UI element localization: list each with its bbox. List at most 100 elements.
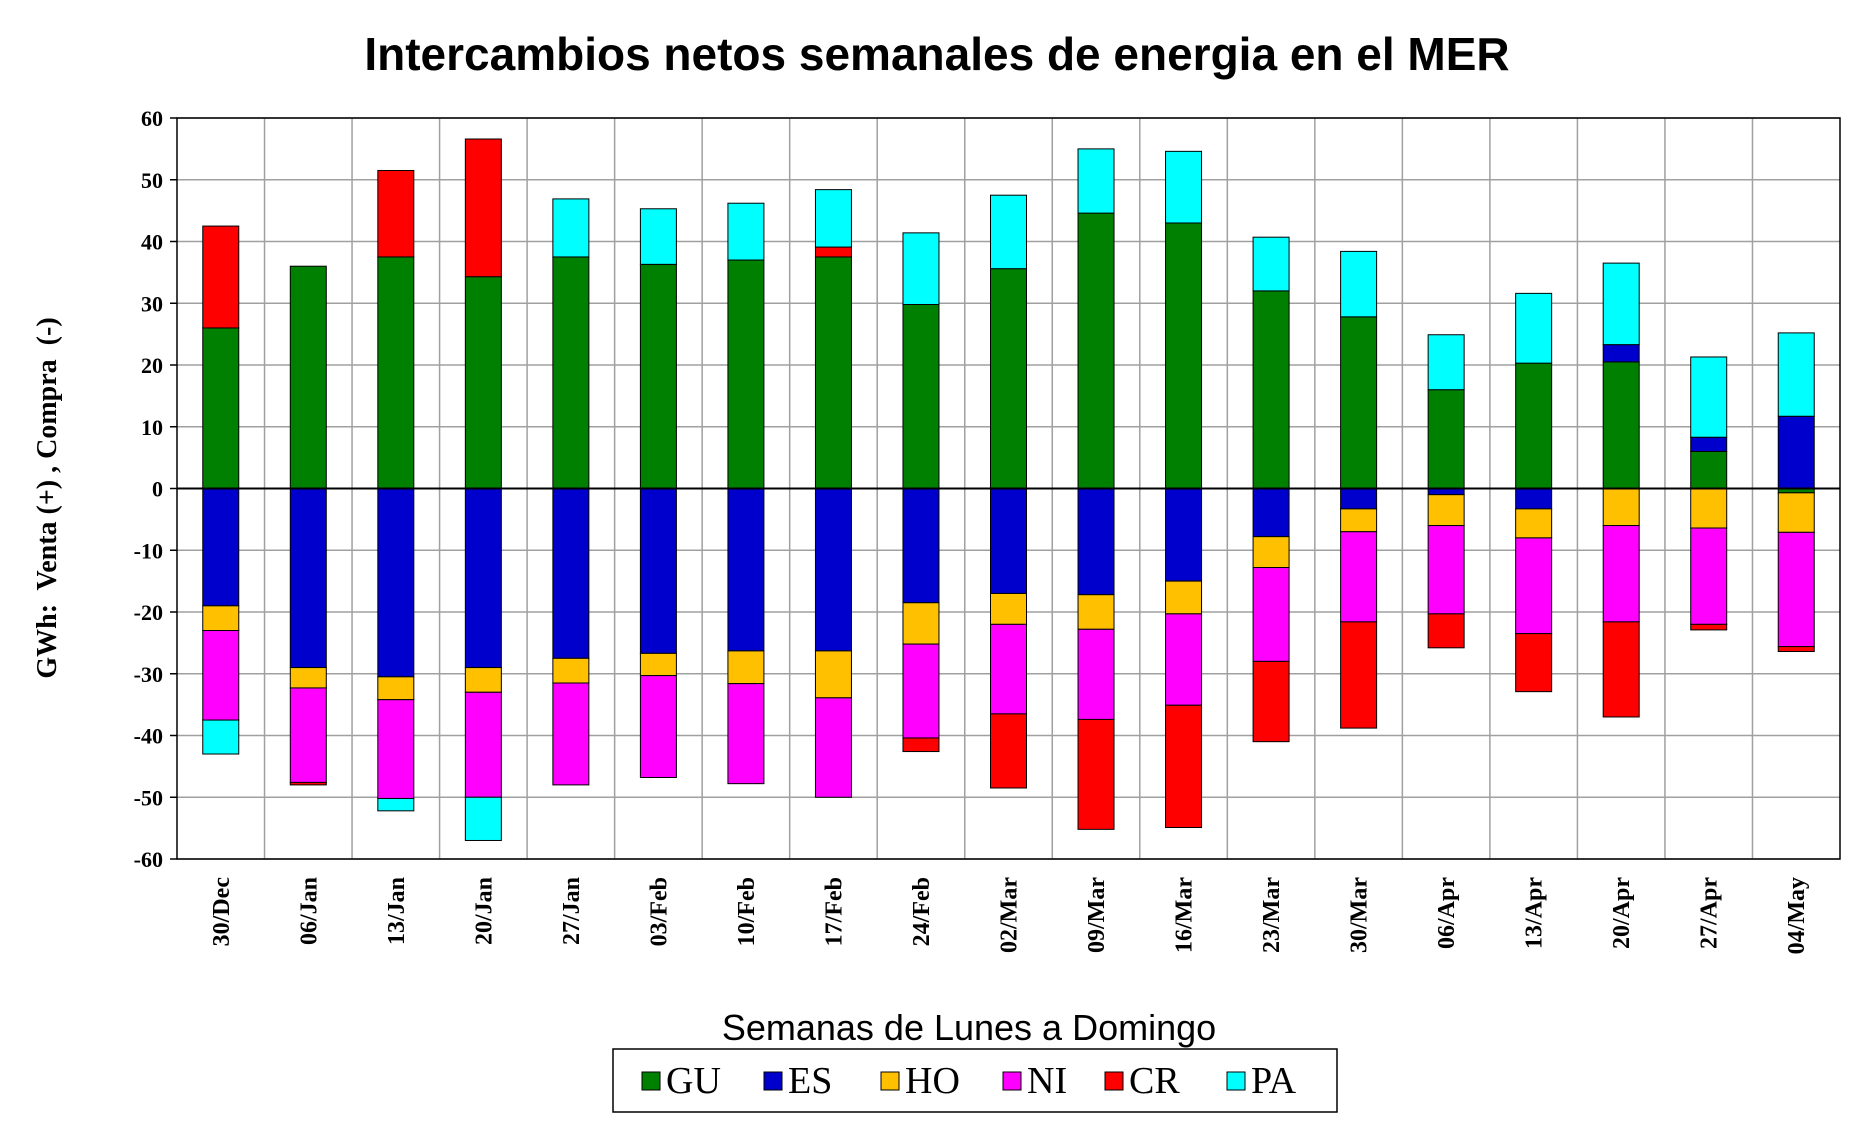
legend-label-gu: GU (666, 1060, 721, 1102)
y-tick-label: 20 (141, 353, 163, 378)
bar-ni-02-mar (990, 623, 1027, 715)
y-tick-label: 30 (141, 291, 163, 316)
bar-es-03-feb (639, 488, 677, 654)
bar-es-24-feb (902, 488, 940, 604)
bar-cr-02-mar (990, 713, 1027, 789)
bar-cr-06-jan (289, 781, 327, 786)
y-tick-label: 40 (141, 230, 163, 255)
y-tick-label: -40 (134, 724, 163, 749)
bar-cr-30-dec (202, 225, 240, 329)
bar-pa-23-mar (1252, 236, 1290, 292)
bar-cr-27-apr (1690, 623, 1728, 631)
bar-es-23-mar (1252, 488, 1290, 538)
bar-ni-04-may (1777, 531, 1815, 648)
x-tick-label: 17/Feb (821, 877, 847, 946)
bar-es-09-mar (1077, 488, 1115, 596)
bar-gu-13-jan (377, 256, 415, 489)
bar-gu-09-mar (1077, 212, 1115, 489)
y-tick-label: -50 (134, 785, 163, 810)
bar-pa-30-mar (1340, 250, 1378, 318)
bar-cr-23-mar (1252, 660, 1290, 743)
bar-cr-13-jan (377, 169, 415, 258)
bar-ho-13-jan (377, 676, 415, 701)
bar-pa-04-may (1777, 332, 1815, 417)
bar-ni-17-feb (814, 697, 852, 798)
bar-pa-30-dec (202, 719, 240, 755)
bar-ni-24-feb (902, 643, 940, 739)
y-tick-label: 10 (141, 415, 163, 440)
bar-ho-06-apr (1427, 494, 1465, 527)
bar-pa-02-mar (990, 194, 1027, 270)
bar-pa-20-jan (464, 796, 502, 841)
bar-pa-13-apr (1515, 292, 1553, 364)
legend-swatch-gu (641, 1071, 661, 1091)
bar-ho-30-dec (202, 605, 240, 632)
bar-gu-20-apr (1602, 361, 1640, 490)
x-tick-label: 16/Mar (1172, 877, 1198, 953)
bar-pa-17-feb (814, 189, 852, 248)
bar-gu-17-feb (814, 256, 852, 489)
axes (170, 117, 1841, 860)
x-tick-label: 10/Feb (734, 877, 760, 946)
bar-ho-20-apr (1602, 488, 1640, 527)
x-tick-label: 30/Mar (1347, 877, 1373, 953)
bar-es-30-dec (202, 488, 240, 607)
bar-pa-27-apr (1690, 356, 1728, 438)
bar-ho-10-feb (727, 650, 765, 685)
bar-ho-27-apr (1690, 488, 1728, 529)
bar-cr-20-jan (464, 138, 502, 278)
bar-es-17-feb (814, 488, 852, 652)
bar-gu-03-feb (639, 263, 677, 489)
bar-gu-16-mar (1165, 222, 1203, 489)
x-tick-label: 06/Apr (1434, 877, 1460, 949)
bar-cr-30-mar (1340, 621, 1378, 729)
bar-gu-30-mar (1340, 316, 1378, 489)
bar-ho-03-feb (639, 652, 677, 677)
bar-cr-24-feb (902, 737, 940, 753)
chart-title: Intercambios netos semanales de energia … (364, 28, 1509, 80)
bar-ho-30-mar (1340, 508, 1378, 533)
y-tick-label: 50 (141, 168, 163, 193)
bar-ho-20-jan (464, 667, 502, 693)
bar-gu-06-jan (289, 265, 327, 490)
bar-es-27-apr (1690, 436, 1728, 452)
bar-ni-30-dec (202, 630, 240, 721)
bar-es-06-jan (289, 488, 327, 669)
bar-cr-09-mar (1077, 718, 1115, 830)
y-tick-label: -10 (134, 538, 163, 563)
bar-ni-06-jan (289, 687, 327, 783)
bar-es-20-apr (1602, 344, 1640, 363)
bar-pa-09-mar (1077, 148, 1115, 214)
legend-label-cr: CR (1129, 1060, 1180, 1102)
y-tick-labels: 60 50 40 30 20 10 0 -10 -20 -30 -40 -50 -60 (134, 106, 163, 872)
bar-gu-27-jan (552, 256, 590, 489)
x-tick-label: 04/May (1784, 877, 1810, 954)
bar-ho-17-feb (814, 650, 852, 699)
x-tick-label: 13/Apr (1522, 877, 1548, 949)
bar-cr-04-may (1777, 646, 1815, 653)
x-tick-label: 02/Mar (997, 877, 1023, 953)
bar-es-16-mar (1165, 488, 1203, 582)
legend-swatch-ni (1002, 1071, 1022, 1091)
bar-es-13-jan (377, 488, 415, 678)
bar-ni-10-feb (727, 683, 765, 785)
bar-es-02-mar (990, 488, 1027, 594)
legend: GU ES HO NI CR PA (612, 1048, 1338, 1113)
bar-ho-04-may (1777, 492, 1815, 533)
bar-gu-23-mar (1252, 290, 1290, 489)
bar-ni-03-feb (639, 675, 677, 778)
bar-gu-27-apr (1690, 450, 1728, 490)
bar-pa-20-apr (1602, 262, 1640, 346)
x-tick-label: 27/Jan (559, 877, 585, 945)
x-tick-label: 27/Apr (1697, 877, 1723, 949)
bar-ho-23-mar (1252, 536, 1290, 569)
bar-es-04-may (1777, 415, 1815, 489)
legend-label-pa: PA (1251, 1060, 1297, 1102)
bar-ni-06-apr (1427, 525, 1465, 615)
bar-pa-06-apr (1427, 334, 1465, 391)
bar-ni-20-jan (464, 691, 502, 798)
bar-cr-16-mar (1165, 704, 1203, 829)
x-axis-label: Semanas de Lunes a Domingo (722, 1007, 1216, 1048)
y-tick-label: 60 (141, 106, 163, 131)
